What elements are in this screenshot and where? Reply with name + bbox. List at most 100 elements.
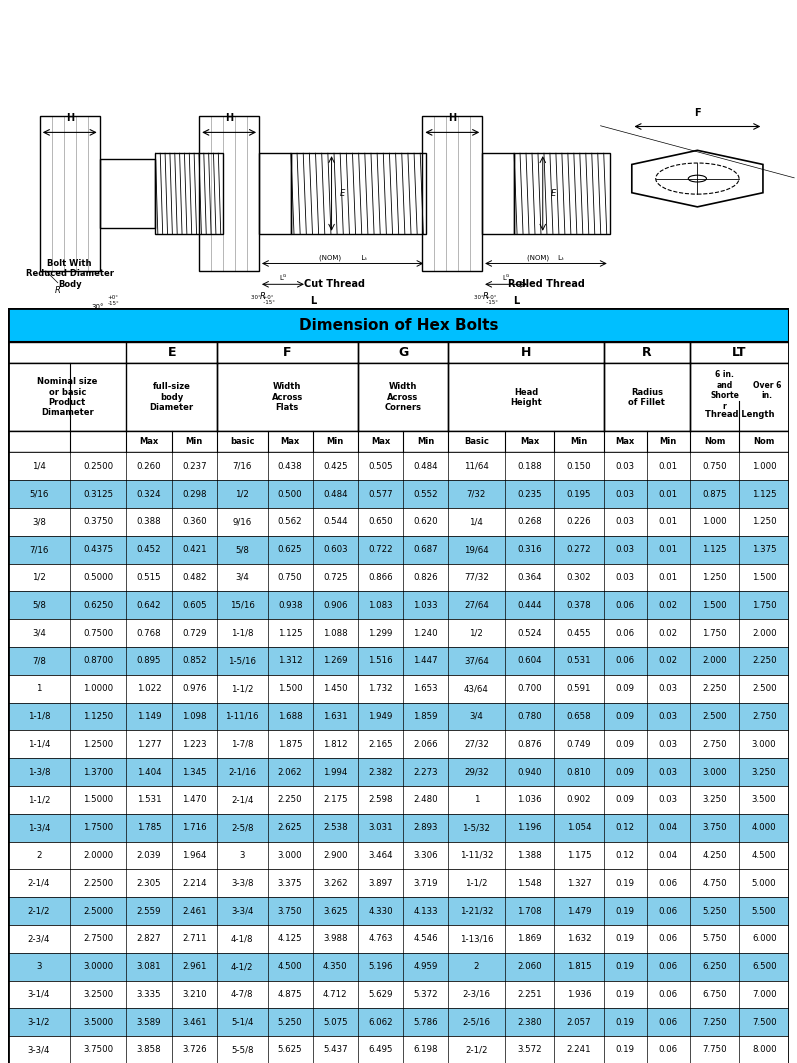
Text: 2.711: 2.711 (182, 934, 206, 943)
Text: 0.01: 0.01 (658, 545, 677, 554)
Text: 0.484: 0.484 (323, 490, 347, 499)
Text: 3.306: 3.306 (414, 851, 438, 860)
Text: 1.875: 1.875 (278, 740, 302, 748)
Text: 5/8: 5/8 (235, 545, 249, 554)
Text: 3/4: 3/4 (235, 573, 249, 583)
Text: 6.250: 6.250 (702, 962, 727, 972)
Text: 0.938: 0.938 (278, 601, 302, 610)
Text: 1: 1 (36, 685, 41, 693)
Text: 0.750: 0.750 (702, 461, 727, 471)
Text: 0.09: 0.09 (616, 685, 635, 693)
Text: 2.214: 2.214 (182, 879, 206, 888)
Text: Max: Max (616, 437, 635, 446)
Bar (8, 980, 789, 1009)
Text: 1.516: 1.516 (368, 656, 393, 665)
Text: G: G (398, 347, 408, 359)
Text: 0.01: 0.01 (658, 461, 677, 471)
Text: 0.902: 0.902 (567, 795, 591, 805)
Text: 1.500: 1.500 (752, 573, 776, 583)
Text: 7/16: 7/16 (233, 461, 252, 471)
Text: 2.538: 2.538 (323, 823, 347, 832)
Text: 0.02: 0.02 (658, 656, 677, 665)
Text: 0.03: 0.03 (616, 573, 635, 583)
Text: (NOM)    Lₜ: (NOM) Lₜ (528, 254, 564, 261)
Text: 4.125: 4.125 (278, 934, 302, 943)
Text: 2.961: 2.961 (182, 962, 206, 972)
Text: 0.272: 0.272 (567, 545, 591, 554)
Text: 1.223: 1.223 (182, 740, 206, 748)
Text: 6.062: 6.062 (368, 1017, 393, 1027)
Text: 0.03: 0.03 (616, 490, 635, 499)
Text: 1.1250: 1.1250 (83, 712, 113, 721)
Text: 0.188: 0.188 (517, 461, 542, 471)
Text: Rolled Thread: Rolled Thread (508, 279, 584, 289)
Text: 0.388: 0.388 (137, 518, 161, 526)
Text: 3.858: 3.858 (137, 1046, 161, 1054)
Text: 1.345: 1.345 (182, 767, 206, 777)
Text: 0.725: 0.725 (323, 573, 347, 583)
Text: 0.237: 0.237 (182, 461, 206, 471)
Text: 1/2: 1/2 (32, 573, 46, 583)
Text: 1.250: 1.250 (702, 573, 727, 583)
Text: 3: 3 (239, 851, 245, 860)
Text: 3.988: 3.988 (323, 934, 347, 943)
Text: 1-11/32: 1-11/32 (460, 851, 493, 860)
Text: 5.250: 5.250 (702, 907, 727, 915)
Text: 0.378: 0.378 (567, 601, 591, 610)
Text: 2.380: 2.380 (517, 1017, 542, 1027)
Text: 0.875: 0.875 (702, 490, 727, 499)
Bar (8, 814, 789, 842)
Text: 2.382: 2.382 (368, 767, 393, 777)
Text: 30°: 30° (92, 304, 104, 309)
Text: 2.500: 2.500 (702, 712, 727, 721)
Text: 0.235: 0.235 (517, 490, 542, 499)
Text: 3.210: 3.210 (182, 990, 206, 999)
Text: 0.06: 0.06 (658, 1046, 677, 1054)
Text: 2-1/2: 2-1/2 (465, 1046, 488, 1054)
Text: 2.251: 2.251 (517, 990, 542, 999)
Text: 1.125: 1.125 (752, 490, 776, 499)
Text: 2.039: 2.039 (137, 851, 161, 860)
Text: 1.869: 1.869 (517, 934, 542, 943)
Text: 0.03: 0.03 (616, 461, 635, 471)
Bar (8, 591, 789, 619)
Bar (8, 952, 789, 980)
Text: 3/8: 3/8 (32, 518, 46, 526)
Text: 5.372: 5.372 (414, 990, 438, 999)
Text: 0.876: 0.876 (517, 740, 542, 748)
Text: 0.700: 0.700 (517, 685, 542, 693)
Text: 0.515: 0.515 (137, 573, 161, 583)
Text: 0.04: 0.04 (658, 851, 677, 860)
Text: 0.620: 0.620 (414, 518, 438, 526)
Text: 5.437: 5.437 (323, 1046, 347, 1054)
Text: Head
Height: Head Height (510, 388, 542, 407)
Text: 1.277: 1.277 (137, 740, 161, 748)
Bar (199, 116, 259, 271)
Text: 1.098: 1.098 (182, 712, 206, 721)
Text: 3-3/4: 3-3/4 (28, 1046, 50, 1054)
Text: 1.732: 1.732 (368, 685, 393, 693)
Text: 0.658: 0.658 (567, 712, 591, 721)
Text: F: F (283, 347, 292, 359)
Text: +0°
-15°: +0° -15° (108, 296, 120, 306)
Text: 15/16: 15/16 (230, 601, 254, 610)
Text: 0.04: 0.04 (658, 823, 677, 832)
Text: 0.298: 0.298 (182, 490, 206, 499)
Text: 1.815: 1.815 (567, 962, 591, 972)
Text: 3.461: 3.461 (182, 1017, 206, 1027)
Text: 0.03: 0.03 (658, 795, 677, 805)
Bar (8, 842, 789, 870)
Text: 1.022: 1.022 (137, 685, 161, 693)
Text: 0.19: 0.19 (616, 1046, 635, 1054)
Text: 0.552: 0.552 (414, 490, 438, 499)
Text: 7.750: 7.750 (702, 1046, 727, 1054)
Text: Dimension of Hex Bolts: Dimension of Hex Bolts (299, 318, 498, 333)
Text: 0.19: 0.19 (616, 990, 635, 999)
Text: 1.388: 1.388 (517, 851, 542, 860)
Text: 30° +0°
       -15°: 30° +0° -15° (251, 294, 275, 305)
Text: Thread Length: Thread Length (705, 410, 774, 419)
Text: 0.3750: 0.3750 (83, 518, 113, 526)
Text: Over 6
in.: Over 6 in. (753, 381, 781, 401)
Text: 4.000: 4.000 (752, 823, 776, 832)
Text: 0.500: 0.500 (278, 490, 302, 499)
